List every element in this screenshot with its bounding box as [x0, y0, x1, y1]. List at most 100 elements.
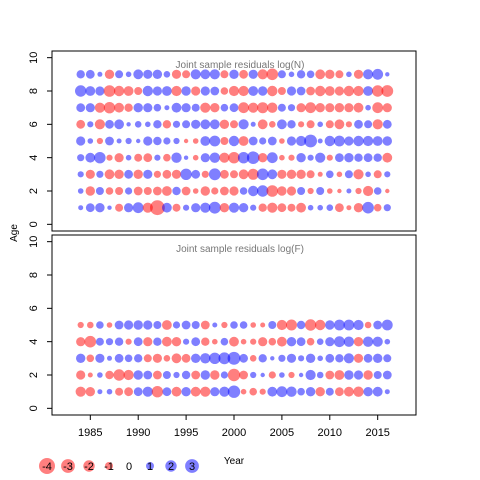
residual-bubble — [200, 69, 211, 80]
residual-bubble — [171, 152, 182, 163]
residual-bubble — [277, 203, 287, 213]
residual-bubble — [212, 338, 218, 345]
legend-bubble — [105, 462, 113, 470]
residual-bubble — [143, 153, 153, 163]
residual-bubble — [317, 204, 324, 211]
residual-bubble — [268, 321, 277, 329]
residual-bubble — [114, 153, 124, 163]
residual-bubble — [105, 119, 114, 129]
residual-bubble — [85, 203, 95, 213]
residual-bubble — [364, 321, 372, 329]
y-tick-label: 8 — [28, 272, 40, 278]
residual-bubble — [103, 85, 116, 97]
residual-bubble — [190, 69, 201, 80]
residual-bubble — [266, 152, 278, 164]
residual-bubble — [335, 387, 344, 397]
residual-bubble — [257, 185, 269, 197]
residual-bubble — [107, 205, 112, 210]
residual-bubble — [142, 85, 153, 97]
residual-bubble — [210, 370, 220, 380]
residual-bubble — [192, 138, 199, 144]
residual-bubble — [286, 353, 297, 363]
residual-bubble — [133, 337, 143, 347]
residual-bubble — [353, 85, 364, 97]
residual-bubble — [85, 152, 96, 163]
residual-bubble — [250, 204, 257, 211]
residual-bubble — [346, 188, 352, 194]
residual-bubble — [334, 336, 345, 348]
y-tick-label: 4 — [28, 155, 40, 161]
residual-bubble — [256, 168, 269, 181]
residual-bubble — [143, 136, 153, 146]
residual-bubble — [324, 86, 335, 96]
y-tick-label: 2 — [28, 372, 40, 378]
residual-bubble — [250, 322, 256, 328]
residual-bubble — [162, 86, 172, 96]
residual-bubble — [363, 370, 373, 380]
residual-bubble — [86, 354, 95, 363]
residual-bubble — [250, 371, 257, 379]
residual-bubble — [288, 154, 295, 161]
residual-bubble — [96, 137, 103, 145]
residual-bubble — [200, 386, 211, 397]
residual-bubble — [85, 169, 95, 179]
residual-bubble — [76, 119, 86, 129]
residual-bubble — [363, 185, 374, 197]
residual-bubble — [124, 203, 134, 213]
residual-bubble — [182, 70, 191, 79]
residual-bubble — [94, 119, 105, 130]
residual-bubble — [382, 119, 392, 129]
residual-bubble — [315, 69, 326, 80]
residual-bubble — [353, 337, 364, 347]
residual-bubble — [372, 68, 384, 80]
residual-bubble — [180, 168, 192, 180]
residual-bubble — [142, 202, 153, 213]
residual-bubble — [114, 320, 124, 330]
residual-bubble — [164, 105, 170, 111]
residual-bubble — [266, 68, 279, 81]
legend-label: -2 — [84, 461, 94, 473]
residual-bubble — [162, 387, 172, 397]
residual-bubble — [317, 171, 323, 177]
residual-bubble — [362, 336, 374, 347]
residual-bubble — [258, 337, 268, 347]
panel-frame — [51, 50, 417, 232]
residual-bubble — [76, 70, 85, 79]
residual-bubble — [94, 152, 106, 164]
residual-bubble — [181, 353, 191, 363]
residual-bubble — [317, 355, 324, 362]
residual-bubble — [152, 353, 162, 363]
residual-bubble — [153, 186, 162, 196]
residual-bubble — [181, 186, 191, 196]
residual-bubble — [325, 320, 335, 330]
residual-bubble — [125, 338, 132, 345]
bubble-layer — [75, 319, 393, 398]
residual-bubble — [239, 353, 249, 363]
residual-bubble — [346, 205, 352, 211]
residual-bubble — [287, 104, 296, 112]
residual-bubble — [77, 154, 85, 162]
residual-bubble — [249, 387, 257, 396]
residual-bubble — [124, 103, 133, 112]
legend-bubble — [165, 460, 177, 472]
residual-bubble — [382, 103, 392, 113]
residual-bubble — [353, 203, 364, 213]
x-tick-label: 2010 — [318, 427, 342, 439]
y-tick-label: 6 — [28, 305, 40, 311]
residual-bubble — [372, 85, 384, 97]
residual-bubble — [191, 86, 201, 96]
residual-bubble — [200, 119, 211, 130]
legend-label: -1 — [104, 461, 114, 473]
residual-bubble — [114, 102, 124, 113]
residual-bubble — [287, 120, 296, 129]
panel-title: Joint sample residuals log(F) — [176, 244, 304, 255]
residual-bubble — [95, 337, 104, 346]
residual-bubble — [258, 153, 268, 163]
residual-bubble — [276, 319, 287, 331]
residual-bubble — [183, 338, 190, 345]
residual-bubble — [353, 169, 364, 180]
residual-bubble — [344, 170, 353, 179]
residual-bubble — [228, 135, 240, 147]
residual-bubble — [326, 154, 333, 161]
residual-bubble — [353, 319, 364, 331]
